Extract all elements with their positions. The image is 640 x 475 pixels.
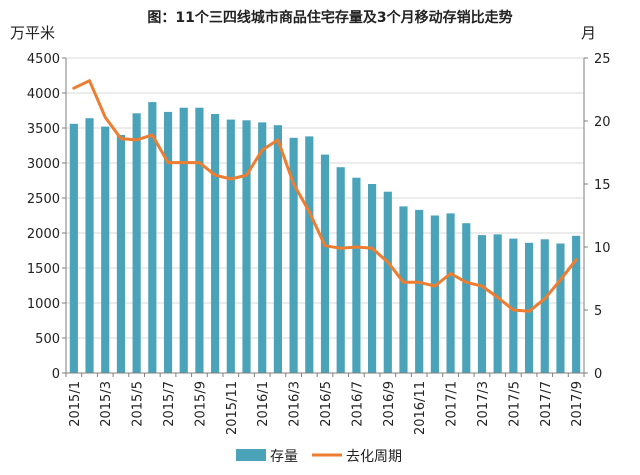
bar bbox=[305, 136, 313, 373]
x-tick-label: 2017/9 bbox=[570, 381, 585, 427]
bar bbox=[494, 234, 502, 373]
x-tick-label: 2015/1 bbox=[68, 381, 83, 427]
x-tick-label: 2016/3 bbox=[288, 381, 303, 427]
axes: 0 500 1000 1500 2000 2500 3000 3500 4000 4500 0 5 10… bbox=[27, 52, 611, 435]
x-tick-label: 2015/9 bbox=[193, 381, 208, 427]
bar bbox=[133, 113, 141, 373]
bar bbox=[399, 206, 407, 373]
chart-title: 图：11个三四线城市商品住宅存量及3个月移动存销比走势 bbox=[147, 9, 512, 26]
right-tick-label: 5 bbox=[594, 304, 602, 319]
x-tick-label: 2017/7 bbox=[539, 381, 554, 427]
left-tick-label: 0 bbox=[52, 367, 60, 382]
x-tick-label: 2016/11 bbox=[413, 381, 428, 435]
bar bbox=[70, 124, 78, 373]
bar bbox=[384, 192, 392, 373]
left-tick-label: 2500 bbox=[27, 192, 60, 207]
left-tick-label: 4000 bbox=[27, 87, 60, 102]
bar bbox=[101, 127, 109, 373]
bar bbox=[368, 184, 376, 373]
bar bbox=[180, 108, 188, 373]
bar bbox=[258, 122, 266, 373]
bar bbox=[274, 125, 282, 373]
left-tick-label: 4500 bbox=[27, 52, 60, 67]
x-tick-label: 2016/7 bbox=[350, 381, 365, 427]
left-tick-label: 3000 bbox=[27, 157, 60, 172]
bar-series bbox=[70, 102, 580, 373]
right-axis-label: 月 bbox=[581, 24, 596, 42]
bar bbox=[572, 236, 580, 373]
left-tick-label: 1000 bbox=[27, 297, 60, 312]
legend-label-bar: 存量 bbox=[270, 449, 298, 465]
bar bbox=[242, 120, 250, 373]
bar bbox=[415, 210, 423, 373]
x-tick-label: 2015/7 bbox=[162, 381, 177, 427]
x-tick-label: 2017/5 bbox=[507, 381, 522, 427]
legend-label-line: 去化周期 bbox=[346, 449, 402, 465]
left-axis-label: 万平米 bbox=[10, 24, 55, 42]
right-tick-label: 15 bbox=[594, 178, 611, 193]
right-tick-label: 10 bbox=[594, 241, 611, 256]
bar bbox=[211, 114, 219, 373]
bar bbox=[478, 235, 486, 373]
bar bbox=[556, 244, 564, 374]
bar bbox=[85, 118, 93, 373]
left-tick-label: 3500 bbox=[27, 122, 60, 137]
right-tick-label: 0 bbox=[594, 367, 602, 382]
bar bbox=[337, 167, 345, 373]
right-tick-label: 25 bbox=[594, 52, 611, 67]
bar bbox=[431, 216, 439, 374]
x-tick-label: 2017/1 bbox=[445, 381, 460, 427]
left-tick-label: 500 bbox=[35, 332, 60, 347]
x-tick-label: 2016/9 bbox=[382, 381, 397, 427]
bar bbox=[446, 213, 454, 373]
bar bbox=[541, 239, 549, 373]
x-tick-label: 2016/1 bbox=[256, 381, 271, 427]
bar bbox=[117, 135, 125, 373]
legend: 存量 去化周期 bbox=[236, 449, 402, 465]
x-tick-label: 2015/11 bbox=[225, 381, 240, 435]
bar bbox=[195, 108, 203, 373]
x-tick-label: 2015/5 bbox=[131, 381, 146, 427]
left-tick-label: 2000 bbox=[27, 227, 60, 242]
x-tick-label: 2015/3 bbox=[99, 381, 114, 427]
bar bbox=[321, 155, 329, 373]
bar bbox=[227, 120, 235, 373]
right-tick-label: 20 bbox=[594, 115, 611, 130]
legend-swatch-bar bbox=[236, 449, 266, 461]
x-tick-label: 2017/3 bbox=[476, 381, 491, 427]
x-tick-label: 2016/5 bbox=[319, 381, 334, 427]
bar bbox=[352, 178, 360, 373]
bar bbox=[462, 223, 470, 373]
bar bbox=[164, 112, 172, 373]
left-tick-label: 1500 bbox=[27, 262, 60, 277]
